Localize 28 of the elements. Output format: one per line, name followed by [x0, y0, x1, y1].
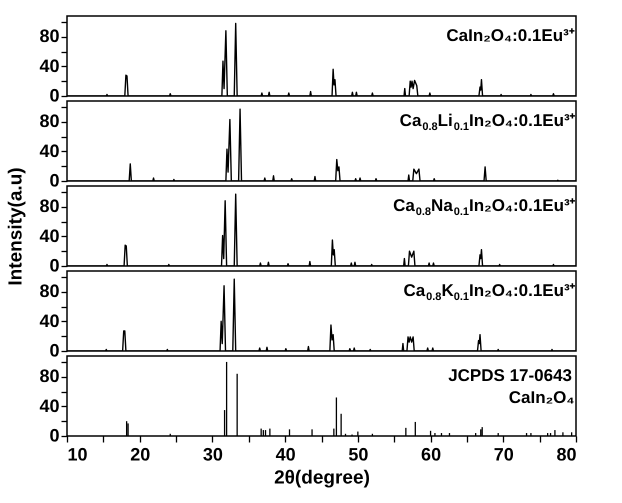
x-tick-label: 70 [494, 444, 514, 464]
y-axis-title: Intensity(a.u) [6, 167, 26, 286]
y-tick-label: 80 [39, 111, 60, 132]
x-tick-label: 30 [202, 444, 223, 464]
annotation: CaIn₂O₄ [508, 388, 574, 407]
y-tick-label: 0 [49, 426, 60, 446]
y-tick-label: 40 [39, 310, 60, 331]
x-axis-title: 2θ(degree) [274, 468, 370, 488]
text: CaIn₂O₄:0.1Eu³⁺ [446, 26, 575, 45]
x-tick-label: 80 [556, 444, 576, 464]
x-tick-label: 40 [276, 444, 296, 464]
x-tick-label: 50 [348, 444, 368, 464]
y-tick-label: 0 [49, 256, 60, 276]
annotation: JCPDS 17-0643 [448, 366, 572, 385]
y-tick-label: 0 [49, 86, 60, 106]
y-tick-label: 40 [39, 396, 60, 416]
y-tick-label: 80 [39, 281, 60, 302]
y-tick-label: 40 [39, 56, 60, 76]
x-tick-label: 60 [421, 444, 442, 464]
y-tick-label: 80 [39, 196, 60, 216]
y-tick-label: 80 [39, 26, 60, 46]
y-tick-label: 0 [49, 340, 60, 360]
y-tick-label: 40 [39, 226, 60, 246]
x-tick-label: 20 [130, 444, 150, 464]
y-tick-label: 0 [49, 170, 60, 190]
y-tick-label: 80 [39, 366, 60, 386]
y-tick-label: 40 [39, 140, 60, 161]
x-tick-label: 10 [68, 444, 88, 464]
